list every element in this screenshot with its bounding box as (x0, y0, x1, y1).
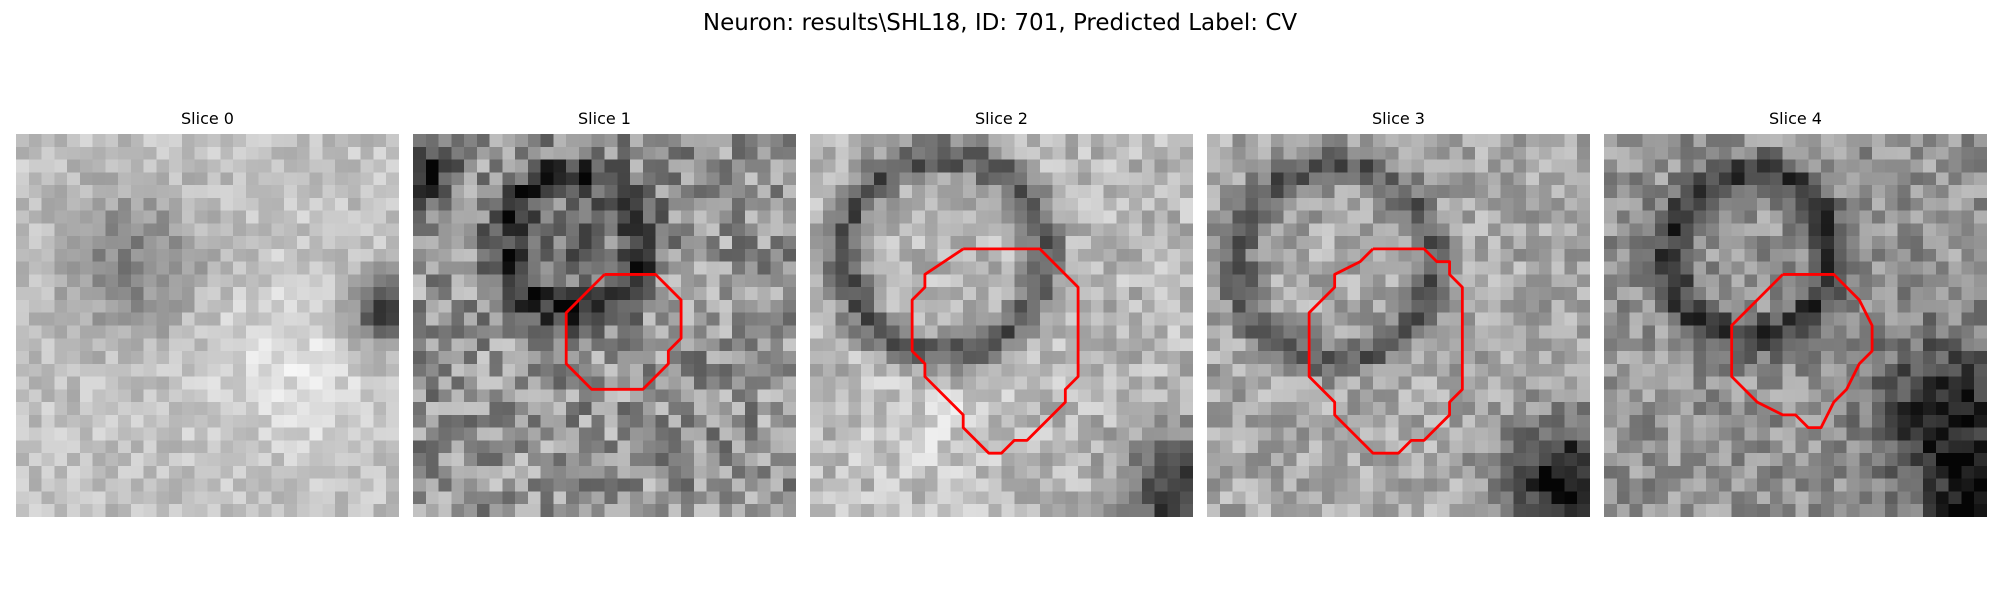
slice-title: Slice 3 (1372, 109, 1425, 128)
slice-contour-overlay (1307, 247, 1464, 455)
slice-panel-0: Slice 0 (16, 108, 399, 517)
slice-panel-4: Slice 4 (1604, 108, 1987, 517)
roi-contour (564, 273, 683, 391)
slice-image (16, 134, 399, 517)
slice-image (1604, 134, 1987, 517)
slice-title: Slice 0 (181, 109, 234, 128)
slice-panel-3: Slice 3 (1207, 108, 1590, 517)
roi-contour (910, 247, 1080, 455)
slice-title: Slice 2 (975, 109, 1028, 128)
slice-title: Slice 1 (578, 109, 631, 128)
figure-title: Neuron: results\SHL18, ID: 701, Predicte… (702, 10, 1298, 36)
slice-panel-2: Slice 2 (810, 108, 1193, 517)
roi-contour (1730, 273, 1874, 430)
slice-contour-overlay (1730, 273, 1874, 430)
slice-image (413, 134, 796, 517)
slice-contour-overlay (910, 247, 1080, 455)
roi-contour (1307, 247, 1464, 455)
slice-panel-1: Slice 1 (413, 108, 796, 517)
slice-contour-overlay (16, 134, 399, 517)
slice-title: Slice 4 (1769, 109, 1822, 128)
slice-contour-overlay (564, 273, 683, 391)
